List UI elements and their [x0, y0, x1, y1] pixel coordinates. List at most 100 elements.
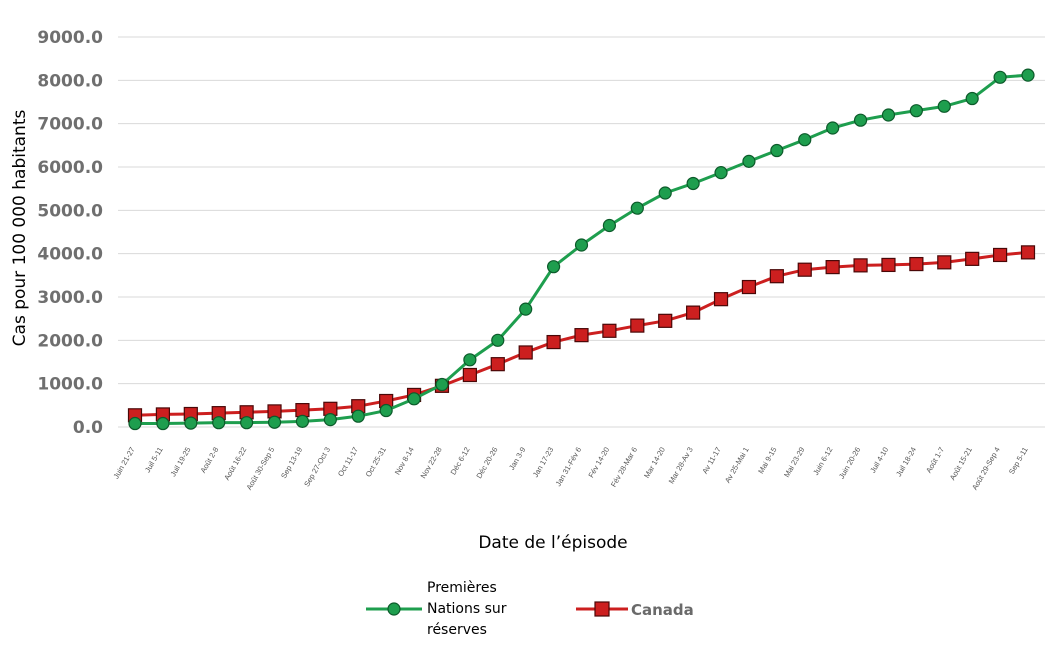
x-tick-label: Fév 28-Mar 6: [609, 446, 639, 489]
x-tick-label: Juil 5-11: [143, 446, 165, 475]
data-point: [881, 108, 896, 122]
x-tick-label: Déc 20-26: [474, 446, 499, 480]
data-point: [965, 91, 979, 106]
x-tick-label: Sep 13-19: [279, 446, 304, 480]
y-tick-label: 5000.0: [37, 201, 103, 221]
x-axis-ticks: Juin 21-27 Juil 5-11 Juil 19-25 Août 2-8 Aoû…: [111, 446, 1029, 492]
x-tick-label: Sep 5-11: [1007, 446, 1030, 476]
data-point: [462, 367, 477, 383]
data-point: [491, 333, 505, 347]
x-tick-label: Juin 20-26: [837, 446, 862, 481]
x-tick-label: Août 29-Sep 4: [970, 446, 1002, 492]
data-point: [630, 201, 644, 215]
data-point: [770, 143, 784, 158]
data-point: [435, 377, 449, 392]
x-tick-label: Juil 19-25: [168, 446, 192, 479]
x-tick-label: Juin 21-27: [111, 446, 136, 481]
data-point: [658, 186, 672, 200]
data-point: [128, 416, 142, 431]
x-axis-label: Date de l’épisode: [478, 533, 627, 553]
x-tick-label: Oct 25-31: [364, 446, 388, 479]
x-tick-label: Déc 6-12: [449, 446, 472, 477]
series-first-nations: [128, 68, 1035, 431]
x-tick-label: Nov 8-14: [393, 446, 416, 477]
y-tick-label: 9000.0: [37, 28, 103, 48]
data-point: [686, 176, 700, 191]
gridlines: [118, 36, 1045, 428]
y-tick-label: 7000.0: [37, 115, 103, 135]
y-axis-label: Cas pour 100 000 habitants: [10, 110, 30, 347]
data-point: [546, 260, 561, 274]
y-tick-label: 2000.0: [37, 331, 103, 351]
data-point: [658, 313, 673, 328]
data-point: [714, 166, 728, 180]
data-point: [853, 258, 868, 273]
data-point: [463, 353, 477, 367]
data-point: [574, 328, 589, 343]
x-tick-label: Mai 9-15: [756, 446, 778, 476]
data-point: [240, 416, 254, 430]
data-point: [937, 255, 952, 270]
legend-item-canada: Canada: [576, 601, 694, 619]
legend-marker-first-nations: [387, 602, 401, 616]
x-tick-label: Mar 28-Av 3: [667, 446, 695, 486]
x-tick-label: Mai 23-29: [782, 446, 806, 479]
data-point: [686, 305, 701, 320]
data-point: [993, 70, 1007, 84]
data-point: [909, 256, 924, 272]
y-tick-label: 0.0: [73, 418, 103, 438]
data-point: [1021, 68, 1035, 82]
y-tick-label: 8000.0: [37, 71, 103, 91]
data-point: [407, 392, 421, 406]
data-point: [853, 113, 868, 127]
data-point: [574, 238, 589, 252]
data-point: [295, 414, 310, 428]
data-point: [518, 345, 533, 360]
data-point: [798, 133, 812, 147]
y-axis-ticks: 0.0 1000.0 2000.0 3000.0 4000.0 5000.0 6000.0 7…: [37, 28, 103, 438]
data-point: [769, 269, 784, 284]
y-tick-label: 3000.0: [37, 288, 103, 308]
x-tick-label: Août 1-7: [924, 446, 946, 475]
y-tick-label: 4000.0: [37, 245, 103, 265]
legend-label-canada: Canada: [631, 601, 694, 619]
x-tick-label: Sep 27-Oct 3: [302, 446, 332, 489]
x-tick-label: Juil 18-24: [894, 446, 918, 479]
data-point: [741, 279, 757, 295]
data-point: [602, 323, 617, 338]
x-tick-label: Août 30-Sep 5: [244, 446, 276, 492]
data-point: [881, 257, 896, 273]
y-tick-label: 6000.0: [37, 158, 103, 178]
series-group: [127, 68, 1036, 431]
data-point: [156, 416, 170, 431]
data-point: [713, 292, 729, 307]
legend-marker-canada: [594, 601, 610, 617]
data-point: [630, 318, 645, 333]
x-tick-label: Av 11-17: [700, 446, 722, 476]
data-point: [825, 260, 840, 275]
x-tick-label: Mar 14-20: [642, 446, 667, 480]
x-tick-label: Fév 14-20: [586, 446, 611, 480]
data-point: [797, 262, 812, 277]
data-point: [742, 154, 756, 168]
data-point: [519, 302, 533, 316]
data-point: [909, 104, 923, 118]
x-tick-label: Août 15-21: [948, 446, 974, 482]
x-tick-label: Août 2-8: [198, 446, 220, 475]
data-point: [490, 357, 505, 372]
x-tick-label: Nov 22-28: [419, 446, 444, 480]
legend: Premières Nations sur réserves Canada: [366, 580, 694, 638]
x-tick-label: Jan 17-23: [531, 446, 555, 479]
x-tick-label: Jan 3-9: [507, 446, 527, 472]
x-tick-label: Jan 31-Fév 6: [554, 446, 584, 488]
data-point: [1020, 245, 1036, 260]
data-point: [379, 403, 393, 418]
data-point: [267, 415, 282, 429]
series-canada: [127, 245, 1036, 423]
data-point: [546, 334, 561, 350]
data-point: [351, 409, 365, 423]
data-point: [184, 416, 198, 430]
data-point: [992, 247, 1008, 263]
legend-label-first-nations: Premières Nations sur réserves: [427, 580, 511, 638]
